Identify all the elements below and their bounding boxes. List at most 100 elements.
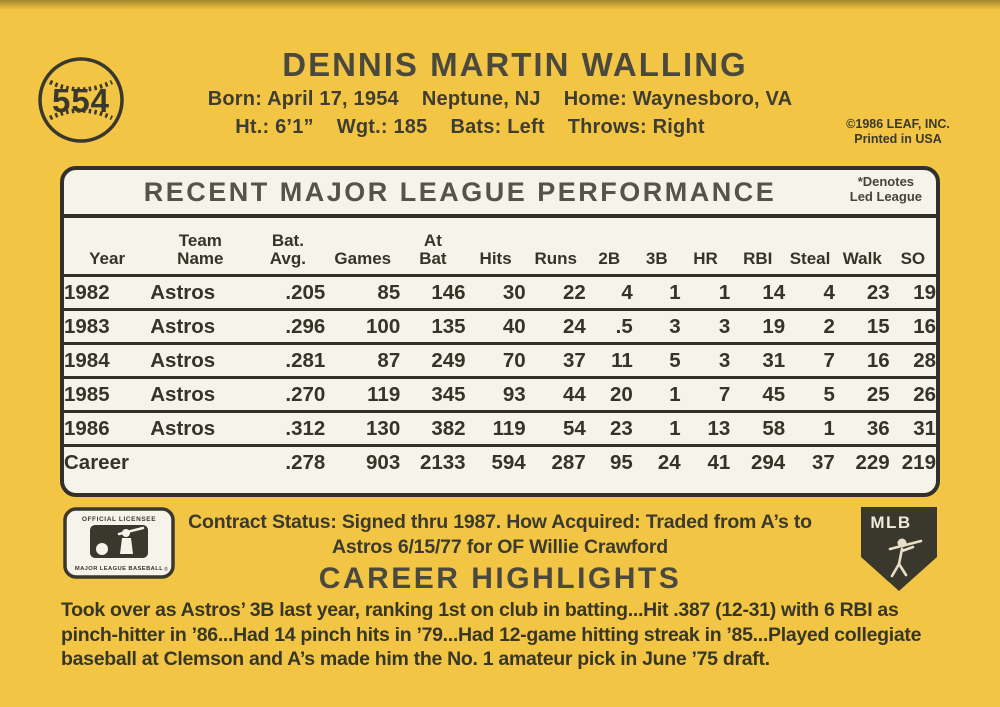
stat-cell: 70 — [502, 348, 526, 372]
stat-cell: 31 — [913, 416, 936, 440]
stat-cell: 15 — [866, 314, 890, 338]
stat-cell: 16 — [866, 348, 890, 372]
stats-panel-title-bar: RECENT MAJOR LEAGUE PERFORMANCE *Denotes… — [64, 170, 936, 218]
stat-cell: 345 — [431, 382, 466, 406]
stat-cell: 1985 — [64, 382, 110, 406]
card-top-edge — [0, 0, 1000, 10]
stat-cell: 85 — [377, 280, 401, 304]
stat-cell: 45 — [762, 382, 786, 406]
stat-cell: 903 — [366, 451, 401, 475]
stat-cell: 37 — [562, 348, 586, 372]
column-header-2b: 2B — [598, 249, 621, 268]
denotes-line1: *Denotes — [857, 174, 915, 189]
stat-cell: .296 — [285, 314, 326, 338]
stats-row-1984: 1984 Astros .281 87 249 70 37 11 5 3 31 7 16 28 — [64, 343, 936, 378]
stat-cell: 23 — [866, 280, 890, 304]
stat-cell: 1982 — [64, 280, 110, 304]
stat-cell: 1 — [669, 382, 681, 406]
column-header-hr: HR — [693, 249, 718, 268]
stat-cell: 22 — [562, 280, 586, 304]
stat-cell: 1984 — [64, 348, 110, 372]
stat-cell: 4 — [823, 280, 835, 304]
stat-cell: 7 — [718, 382, 731, 406]
stat-cell: .312 — [285, 416, 326, 440]
stat-cell — [150, 446, 250, 480]
stat-cell: 25 — [866, 382, 890, 406]
stat-cell: 249 — [431, 348, 466, 372]
column-header-steal: Steal — [789, 249, 831, 268]
stat-cell: 20 — [609, 382, 633, 406]
stat-cell: 87 — [377, 348, 401, 372]
stat-cell: Astros — [150, 348, 216, 372]
stats-row-1986: 1986 Astros .312 130 382 119 54 23 1 13 58 1 36 31 — [64, 411, 936, 446]
stat-cell: 5 — [823, 382, 835, 406]
stat-cell: 219 — [901, 451, 936, 475]
stat-cell: 229 — [855, 451, 890, 475]
stats-table-body: 1982 Astros .205 85 146 30 22 4 1 1 14 4 23 19 1983 Ast… — [64, 276, 936, 480]
stat-cell: 7 — [823, 348, 835, 372]
stat-cell: 11 — [611, 348, 633, 372]
stat-cell: 26 — [913, 382, 936, 406]
mlb-logo-bottom-text: MAJOR LEAGUE BASEBALL — [75, 566, 163, 572]
stat-cell: 24 — [657, 451, 681, 475]
stat-cell: .205 — [285, 280, 326, 304]
career-highlights-text: Took over as Astros’ 3B last year, ranki… — [61, 599, 922, 670]
bio-born-home: Born: April 17, 1954 Neptune, NJ Home: W… — [207, 88, 793, 110]
baseball-stitch-bottom — [49, 108, 113, 121]
stats-header-row: Year Team Name Bat. Avg. Games At Bat Hits Run… — [64, 218, 936, 276]
stat-cell: 119 — [492, 416, 526, 440]
stat-cell: 1983 — [64, 314, 110, 338]
stat-cell: 28 — [913, 348, 936, 372]
column-header-hits: Hits — [479, 249, 512, 268]
stat-cell: Career — [64, 451, 129, 475]
column-header-runs: Runs — [534, 249, 577, 268]
stat-cell: Astros — [150, 382, 216, 406]
mlb-official-licensee-logo: OFFICIAL LICENSEE MAJOR LEAGUE BASEBALL … — [63, 507, 175, 579]
stat-cell: 382 — [431, 416, 466, 440]
stat-cell: 2 — [823, 314, 835, 338]
baseball-stitch-top — [49, 79, 113, 92]
stat-cell: 294 — [750, 451, 786, 475]
registered-mark: ® — [164, 566, 168, 573]
mlb-batter-mark-icon — [90, 525, 148, 558]
stat-cell: 36 — [866, 416, 890, 440]
contract-status-line2: Astros 6/15/77 for OF Willie Crawford — [332, 536, 668, 558]
column-header-bat-avg: Bat. Avg. — [269, 231, 306, 268]
stat-cell: 594 — [491, 451, 526, 475]
stat-cell: 1 — [718, 280, 731, 304]
stat-cell: 287 — [551, 451, 586, 475]
stat-cell: 19 — [913, 280, 936, 304]
stat-cell: 95 — [609, 451, 633, 475]
column-header-team-name: Team Name — [177, 231, 224, 268]
stat-cell: 16 — [913, 314, 936, 338]
stats-table-head: Year Team Name Bat. Avg. Games At Bat Hits Run… — [64, 218, 936, 276]
column-header-games: Games — [334, 249, 392, 268]
stat-cell: .5 — [615, 314, 633, 338]
stat-cell: 1986 — [64, 416, 110, 440]
stats-panel: RECENT MAJOR LEAGUE PERFORMANCE *Denotes… — [60, 166, 940, 497]
stat-cell: 44 — [562, 382, 586, 406]
mlbpa-shield-logo: MLB — [861, 507, 937, 591]
copyright-line1: ©1986 LEAF, INC. — [846, 117, 950, 131]
stat-cell: 93 — [502, 382, 526, 406]
denotes-line2: Led League — [849, 188, 922, 204]
stats-table: Year Team Name Bat. Avg. Games At Bat Hits Run… — [64, 218, 936, 480]
copyright-notice: ©1986 LEAF, INC. Printed in USA — [818, 117, 978, 147]
stat-cell: 119 — [367, 382, 401, 406]
stat-cell: 14 — [762, 280, 786, 304]
column-header-3b: 3B — [645, 249, 668, 268]
baseball-number-icon: 554 — [38, 57, 124, 143]
stat-cell: 4 — [621, 280, 633, 304]
copyright-line2: Printed in USA — [854, 132, 942, 146]
stat-cell: 24 — [562, 314, 586, 338]
stat-cell: 1 — [823, 416, 835, 440]
stat-cell: Astros — [150, 314, 216, 338]
column-header-walk: Walk — [842, 249, 882, 268]
stat-cell: 3 — [718, 314, 731, 338]
career-highlights-title: CAREER HIGHLIGHTS — [318, 562, 682, 595]
column-header-year: Year — [89, 249, 126, 268]
stat-cell: 19 — [762, 314, 786, 338]
stat-cell: 146 — [431, 280, 466, 304]
stats-row-1983: 1983 Astros .296 100 135 40 24 .5 3 3 19 2 15 16 — [64, 309, 936, 344]
player-name: DENNIS MARTIN WALLING — [282, 46, 748, 83]
